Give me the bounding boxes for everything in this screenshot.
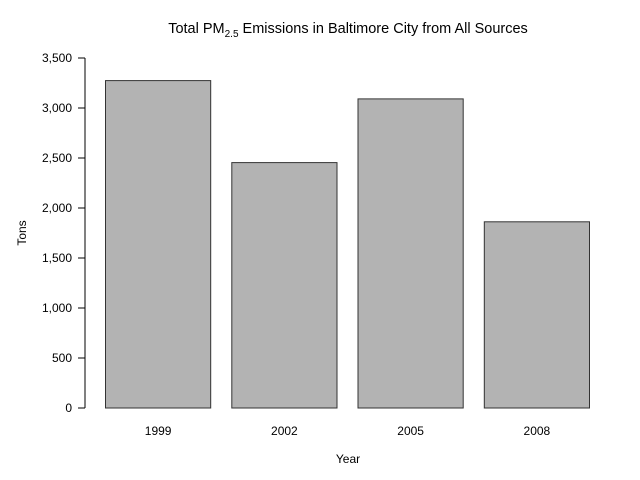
y-axis-label: Tons xyxy=(15,220,29,245)
bar-2002 xyxy=(231,162,338,409)
y-axis-tick-label: 500 xyxy=(52,351,72,365)
y-axis-tick-label: 2,000 xyxy=(42,201,72,215)
x-axis-tick-label: 2005 xyxy=(397,424,424,438)
chart-title: Total PM2.5 Emissions in Baltimore City … xyxy=(168,21,528,40)
y-axis: 0 500 1,000 1,500 2,000 2,500 3,000 3,500 xyxy=(42,51,86,415)
chart-title-prefix: Total PM xyxy=(168,21,224,37)
y-axis-tick-label: 3,500 xyxy=(42,51,72,65)
y-axis-tick-label: 0 xyxy=(65,401,72,415)
bar-2008 xyxy=(483,221,590,409)
y-axis-tick-label: 2,500 xyxy=(42,151,72,165)
y-axis-tick-label: 3,000 xyxy=(42,101,72,115)
chart-title-subscript: 2.5 xyxy=(225,29,239,40)
bar-2005 xyxy=(357,98,464,409)
x-axis-label: Year xyxy=(336,452,360,466)
y-axis-tick-label: 1,500 xyxy=(42,251,72,265)
bars xyxy=(105,80,590,409)
x-axis-tick-label: 2002 xyxy=(271,424,298,438)
x-axis-tick-label: 1999 xyxy=(145,424,172,438)
chart-title-suffix: Emissions in Baltimore City from All Sou… xyxy=(239,21,528,37)
bar-1999 xyxy=(105,80,212,409)
x-axis-tick-label: 2008 xyxy=(524,424,551,438)
y-axis-tick-label: 1,000 xyxy=(42,301,72,315)
x-axis-tick-labels: 1999 2002 2005 2008 xyxy=(145,424,551,438)
